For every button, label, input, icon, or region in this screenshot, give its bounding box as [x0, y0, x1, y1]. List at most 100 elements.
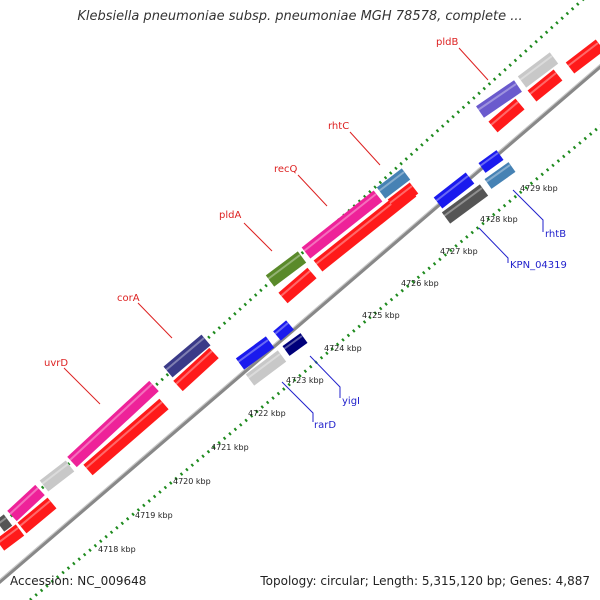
scale-label: 4724 kbp: [324, 344, 362, 353]
cds-forward-highlight: [529, 72, 557, 95]
cds-forward-highlight: [0, 527, 19, 543]
scale-label: 4722 kbp: [248, 409, 286, 418]
scale-label: 4719 kbp: [135, 511, 173, 520]
label-leaders: [63, 47, 544, 422]
gene-block-pldA-highlight: [267, 254, 301, 280]
gene-block-uvrD[interactable]: [67, 380, 159, 468]
gene-label-corA[interactable]: corA: [117, 293, 140, 304]
cds-forward-highlight: [280, 270, 311, 297]
cds-forward-highlight: [567, 42, 599, 67]
gene-label-rhtC[interactable]: rhtC: [328, 121, 349, 132]
gene-label-pldB[interactable]: pldB: [436, 37, 458, 48]
gene-block-corA[interactable]: [163, 334, 211, 378]
gene-block-rarD[interactable]: [245, 350, 287, 386]
cds-reverse-highlight: [237, 339, 269, 363]
cds-reverse[interactable]: [273, 320, 294, 341]
reverse-gene-labels: rarD yigI KPN_04319 rhtB: [314, 229, 567, 431]
leader-pldA: [243, 222, 273, 252]
leader-KPN_04319: [478, 227, 509, 263]
gene-block-gray[interactable]: [0, 514, 13, 532]
gene-block-KPN_04319[interactable]: [441, 184, 489, 224]
cds-forward[interactable]: [278, 267, 317, 304]
reverse-strand-features: [235, 150, 516, 386]
leader-yigI: [309, 355, 341, 398]
leader-uvrD: [63, 367, 101, 405]
gene-label-pldA[interactable]: pldA: [219, 210, 241, 221]
scale-label: 4725 kbp: [362, 311, 400, 320]
forward-gene-labels: uvrD corA pldA recQ rhtC pldB: [44, 37, 458, 369]
genome-backbone-highlight: [0, 63, 600, 581]
inner-tick-line: [29, 124, 600, 600]
cds-forward-highlight: [389, 185, 413, 204]
leader-corA: [137, 302, 173, 339]
gene-block-uvrD-highlight: [69, 383, 153, 461]
scale-label: 4726 kbp: [401, 279, 439, 288]
gene-label-recQ[interactable]: recQ: [274, 164, 298, 175]
forward-strand-features: [0, 39, 600, 551]
gene-block-recQ-highlight: [303, 193, 377, 252]
cds-reverse-highlight: [274, 322, 289, 335]
gene-block-pldB[interactable]: [476, 80, 522, 118]
cds-reverse[interactable]: [478, 150, 504, 173]
gene-block-corA-highlight: [165, 337, 205, 371]
genome-summary-text: Topology: circular; Length: 5,315,120 bp…: [260, 574, 590, 588]
gene-block-yigI[interactable]: [282, 333, 308, 356]
gene-block-pldB-highlight: [477, 83, 517, 111]
genome-backbone: [0, 63, 600, 585]
leader-pldB: [458, 47, 489, 81]
leader-rarD: [281, 381, 314, 422]
cds-forward[interactable]: [387, 182, 419, 211]
accession-text: Accession: NC_009648: [10, 574, 147, 588]
cds-forward[interactable]: [83, 398, 169, 476]
scale-labels: 4718 kbp 4719 kbp 4720 kbp 4721 kbp 4722…: [98, 184, 558, 554]
gene-block-gray[interactable]: [39, 460, 75, 492]
gene-label-rhtB[interactable]: rhtB: [545, 229, 566, 240]
leader-recQ: [297, 174, 328, 207]
scale-label: 4721 kbp: [211, 443, 249, 452]
gene-block-rhtB[interactable]: [484, 162, 516, 189]
gene-block-rhtB-highlight: [485, 164, 511, 183]
cds-reverse[interactable]: [433, 172, 475, 209]
gene-block-recQ[interactable]: [301, 190, 383, 259]
gene-block-gray-highlight: [41, 463, 69, 485]
gene-label-uvrD[interactable]: uvrD: [44, 358, 68, 369]
cds-forward[interactable]: [488, 98, 525, 133]
gene-block-rarD-highlight: [247, 353, 281, 379]
scale-label: 4720 kbp: [173, 477, 211, 486]
gene-block-KPN_04319-highlight: [443, 187, 483, 217]
cds-reverse[interactable]: [235, 336, 275, 370]
gene-block-gray-highlight: [519, 55, 553, 81]
cds-forward[interactable]: [0, 524, 25, 551]
cds-forward[interactable]: [527, 69, 563, 102]
cds-forward[interactable]: [17, 497, 57, 534]
scale-label: 4727 kbp: [440, 247, 478, 256]
scale-label: 4718 kbp: [98, 545, 136, 554]
leader-rhtC: [349, 131, 381, 166]
cds-forward[interactable]: [173, 347, 219, 392]
gene-block-rhtC[interactable]: [376, 168, 411, 199]
gene-block-rhtC-highlight: [378, 171, 405, 192]
scale-label: 4728 kbp: [480, 215, 518, 224]
gene-label-yigI[interactable]: yigI: [342, 396, 360, 407]
cds-reverse-highlight: [435, 175, 469, 202]
cds-forward-highlight: [490, 101, 519, 126]
gene-label-rarD[interactable]: rarD: [314, 420, 336, 431]
cds-forward[interactable]: [565, 39, 600, 74]
scale-label: 4723 kbp: [286, 376, 324, 385]
gene-block-yigI-highlight: [283, 335, 303, 350]
gene-block-uvrD[interactable]: [7, 484, 45, 522]
gene-label-KPN_04319[interactable]: KPN_04319: [510, 260, 567, 271]
cds-reverse-highlight: [479, 152, 499, 167]
cds-forward-highlight: [85, 401, 163, 469]
scale-label: 4729 kbp: [520, 184, 558, 193]
page-title: Klebsiella pneumoniae subsp. pneumoniae …: [77, 9, 523, 24]
gene-block-gray[interactable]: [517, 52, 559, 88]
gene-block-pldA[interactable]: [265, 251, 307, 287]
cds-forward-highlight: [19, 500, 51, 527]
gene-block-gray-highlight: [0, 517, 7, 524]
gene-block-uvrD-highlight: [9, 487, 39, 515]
cds-forward-highlight: [175, 350, 213, 385]
leader-rhtB: [512, 189, 544, 232]
